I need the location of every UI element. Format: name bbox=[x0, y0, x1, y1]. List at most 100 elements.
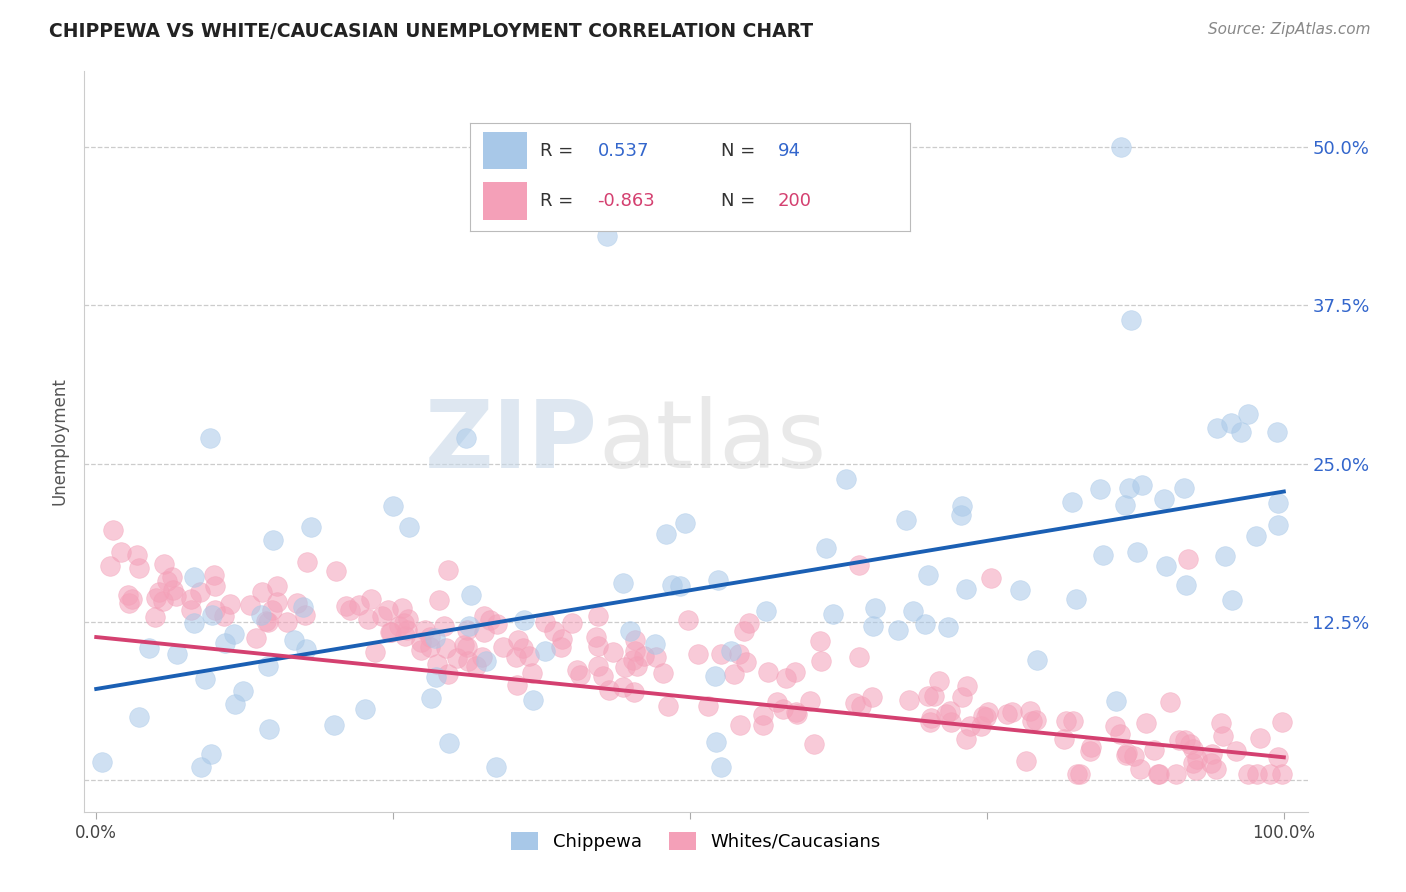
Point bbox=[1212, 729, 1234, 743]
Point bbox=[266, 579, 288, 593]
Point bbox=[799, 694, 821, 708]
Point bbox=[974, 710, 997, 724]
Point bbox=[1181, 741, 1204, 756]
Point bbox=[626, 658, 648, 673]
Point bbox=[595, 228, 617, 243]
Point bbox=[474, 655, 496, 669]
Point bbox=[863, 601, 886, 615]
Point bbox=[479, 613, 502, 627]
Point bbox=[1237, 766, 1260, 780]
Point bbox=[676, 614, 699, 628]
Point bbox=[1130, 478, 1153, 492]
Point bbox=[165, 590, 187, 604]
Point bbox=[232, 684, 254, 698]
Point bbox=[472, 625, 495, 640]
Point bbox=[808, 634, 831, 648]
Point bbox=[285, 596, 308, 610]
Point bbox=[1230, 425, 1253, 439]
Point bbox=[138, 641, 160, 656]
Point bbox=[1181, 756, 1204, 771]
Point bbox=[266, 595, 288, 609]
Point bbox=[565, 663, 588, 677]
Point bbox=[645, 649, 668, 664]
Point bbox=[756, 665, 779, 680]
Point bbox=[661, 577, 683, 591]
Point bbox=[696, 698, 718, 713]
Point bbox=[561, 615, 583, 630]
Point bbox=[398, 520, 420, 534]
Point bbox=[950, 499, 973, 513]
Point bbox=[585, 630, 607, 644]
Point bbox=[1025, 653, 1047, 667]
Point bbox=[454, 431, 477, 445]
Point bbox=[624, 632, 647, 647]
Point bbox=[427, 593, 450, 607]
Point bbox=[860, 690, 883, 704]
Point bbox=[752, 708, 775, 723]
Point bbox=[772, 701, 794, 715]
Point bbox=[952, 690, 974, 705]
Point bbox=[920, 710, 942, 724]
Point bbox=[1178, 737, 1201, 751]
Point bbox=[364, 645, 387, 659]
Point bbox=[1053, 731, 1076, 746]
Point bbox=[851, 698, 873, 713]
Point bbox=[977, 705, 1000, 719]
Point bbox=[651, 665, 673, 680]
Point bbox=[214, 635, 236, 649]
Point bbox=[121, 591, 143, 606]
Point bbox=[586, 609, 609, 624]
Point bbox=[460, 588, 482, 602]
Point bbox=[738, 615, 761, 630]
Point bbox=[262, 533, 284, 547]
Point bbox=[432, 618, 454, 632]
Point bbox=[413, 623, 436, 637]
Legend: Chippewa, Whites/Caucasians: Chippewa, Whites/Caucasians bbox=[505, 824, 887, 858]
Point bbox=[1021, 714, 1043, 728]
Point bbox=[1164, 766, 1187, 780]
Point bbox=[623, 685, 645, 699]
Point bbox=[347, 598, 370, 612]
Point bbox=[110, 545, 132, 559]
Point bbox=[283, 632, 305, 647]
Point bbox=[657, 699, 679, 714]
Y-axis label: Unemployment: Unemployment bbox=[51, 377, 69, 506]
Text: atlas: atlas bbox=[598, 395, 827, 488]
Point bbox=[1129, 762, 1152, 776]
Point bbox=[785, 706, 807, 720]
Point bbox=[202, 567, 225, 582]
Point bbox=[166, 647, 188, 661]
Point bbox=[419, 640, 441, 655]
Point bbox=[619, 624, 641, 639]
Point bbox=[291, 599, 314, 614]
Point bbox=[592, 669, 614, 683]
Point bbox=[1122, 748, 1144, 763]
Point bbox=[1265, 425, 1288, 439]
Point bbox=[437, 736, 460, 750]
Point bbox=[128, 560, 150, 574]
Point bbox=[1115, 747, 1137, 762]
Point bbox=[935, 707, 957, 722]
Point bbox=[823, 607, 845, 621]
Point bbox=[550, 640, 572, 654]
Point bbox=[1062, 494, 1084, 508]
Point bbox=[1054, 714, 1077, 728]
Point bbox=[183, 570, 205, 584]
Point bbox=[1175, 577, 1198, 591]
Point bbox=[710, 648, 733, 662]
Point bbox=[918, 714, 941, 729]
Point bbox=[862, 619, 884, 633]
Point bbox=[1246, 766, 1268, 780]
Point bbox=[844, 697, 866, 711]
Point bbox=[586, 640, 609, 654]
Point bbox=[1147, 766, 1170, 780]
Point bbox=[453, 638, 475, 652]
Point bbox=[1114, 498, 1136, 512]
Point bbox=[623, 644, 645, 658]
Point bbox=[1115, 746, 1137, 760]
Point bbox=[755, 604, 778, 618]
Point bbox=[602, 645, 624, 659]
Point bbox=[394, 629, 416, 643]
Point bbox=[786, 706, 808, 721]
Point bbox=[810, 654, 832, 668]
